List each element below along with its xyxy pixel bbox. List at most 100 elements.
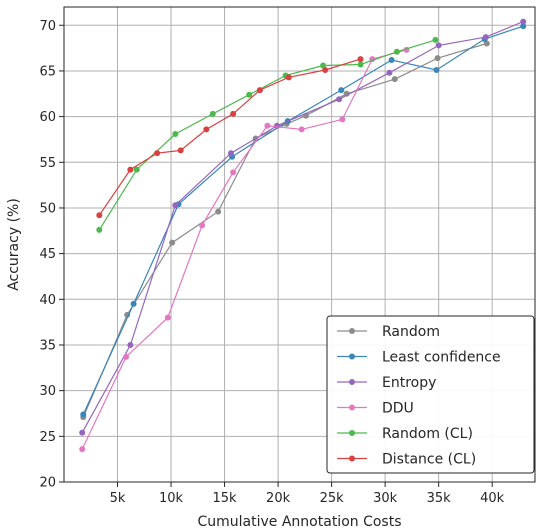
data-point: [357, 61, 364, 68]
data-point: [96, 226, 103, 233]
data-point: [432, 36, 439, 43]
y-tick-label: 70: [39, 19, 56, 34]
legend-label: DDU: [382, 401, 414, 417]
data-point: [199, 222, 206, 229]
data-point: [79, 446, 86, 453]
data-point: [343, 90, 350, 97]
data-point: [520, 18, 527, 25]
data-point: [169, 239, 176, 246]
axis-ticks: 5k 10k 15k 20k 25k 30k 35k 40k 20 25 30 35 40 45 50 55 6…: [39, 19, 504, 506]
x-tick-label: 40k: [480, 491, 505, 506]
data-point: [230, 110, 237, 117]
data-point: [264, 122, 271, 129]
data-point: [127, 166, 134, 173]
data-point: [482, 34, 489, 41]
data-point: [520, 23, 527, 30]
series-entropy: [79, 18, 527, 436]
data-point: [433, 67, 440, 74]
x-axis-label: Cumulative Annotation Costs: [198, 514, 402, 530]
legend: Random Least confidence Entropy DDU Random (…: [326, 315, 535, 474]
data-point: [357, 56, 364, 63]
series-line: [81, 49, 407, 450]
legend-label: Random (CL): [382, 426, 473, 442]
data-point: [203, 126, 210, 133]
data-point: [209, 110, 216, 117]
legend-swatch-marker: [349, 328, 355, 334]
data-point: [338, 87, 345, 94]
legend-label: Distance (CL): [382, 452, 476, 468]
legend-swatch-marker: [349, 379, 355, 385]
data-point: [256, 87, 263, 94]
data-point: [320, 62, 327, 69]
y-tick-label: 35: [39, 338, 56, 353]
data-point: [393, 48, 400, 55]
data-point: [130, 300, 137, 307]
legend-item: Least confidence: [337, 350, 501, 366]
y-axis-label: Accuracy (%): [6, 198, 22, 291]
data-point: [336, 96, 343, 103]
data-point: [274, 122, 281, 129]
legend-swatch-marker: [349, 353, 355, 360]
legend-swatch-marker: [349, 455, 355, 462]
x-tick-label: 15k: [213, 491, 238, 506]
data-point: [123, 353, 130, 360]
data-point: [177, 147, 184, 154]
data-point: [164, 314, 171, 321]
legend-box: [326, 315, 535, 474]
y-tick-label: 25: [39, 430, 56, 445]
y-tick-label: 30: [39, 384, 56, 399]
data-point: [388, 56, 395, 63]
series-lines: [79, 18, 527, 453]
y-tick-label: 60: [39, 110, 56, 125]
y-tick-label: 50: [39, 201, 56, 216]
data-point: [133, 166, 140, 173]
y-tick-label: 65: [39, 64, 56, 79]
legend-label: Entropy: [382, 375, 436, 391]
data-point: [215, 208, 222, 215]
legend-item: Random (CL): [337, 426, 473, 442]
x-tick-label: 30k: [373, 491, 398, 506]
y-tick-label: 40: [39, 293, 56, 308]
legend-swatch-marker: [349, 430, 355, 436]
data-point: [96, 212, 103, 219]
data-point: [435, 42, 442, 49]
data-point: [172, 202, 179, 209]
legend-item: Entropy: [337, 375, 436, 391]
x-tick-label: 25k: [320, 491, 345, 506]
legend-label: Least confidence: [382, 350, 501, 366]
x-tick-label: 20k: [266, 491, 291, 506]
data-point: [434, 55, 441, 62]
data-point: [386, 69, 393, 76]
data-point: [230, 169, 237, 176]
legend-item: Random: [337, 324, 440, 340]
data-point: [172, 130, 179, 137]
data-point: [246, 91, 253, 98]
data-point: [127, 341, 134, 348]
data-point: [339, 116, 346, 123]
y-tick-label: 20: [39, 476, 56, 491]
legend-label: Random: [382, 324, 440, 340]
x-tick-label: 10k: [159, 491, 184, 506]
data-point: [322, 67, 329, 74]
data-point: [285, 74, 292, 81]
x-tick-label: 35k: [427, 491, 452, 506]
data-point: [79, 429, 86, 436]
data-point: [483, 40, 490, 47]
legend-item: DDU: [337, 401, 414, 417]
series-line: [82, 25, 524, 415]
legend-item: Distance (CL): [337, 452, 476, 468]
series-distance-cl: [96, 56, 364, 219]
data-point: [227, 150, 234, 157]
y-tick-label: 55: [39, 156, 56, 171]
series-ddu: [79, 46, 410, 453]
data-point: [154, 150, 161, 157]
data-point: [298, 126, 305, 133]
legend-swatch-marker: [349, 404, 355, 411]
x-tick-label: 5k: [110, 491, 126, 506]
plot-frame: [63, 6, 536, 483]
y-tick-label: 45: [39, 247, 56, 262]
data-point: [80, 411, 87, 418]
series-line: [81, 21, 524, 433]
data-point: [391, 76, 398, 83]
